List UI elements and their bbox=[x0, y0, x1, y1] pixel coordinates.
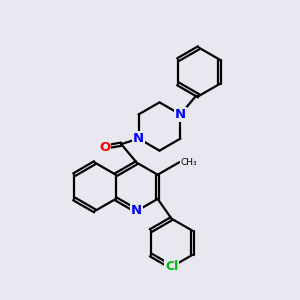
Text: CH₃: CH₃ bbox=[181, 158, 197, 167]
Text: N: N bbox=[133, 132, 144, 145]
Text: O: O bbox=[99, 141, 110, 154]
Text: N: N bbox=[175, 108, 186, 121]
Text: Cl: Cl bbox=[165, 260, 178, 273]
Text: N: N bbox=[131, 205, 142, 218]
